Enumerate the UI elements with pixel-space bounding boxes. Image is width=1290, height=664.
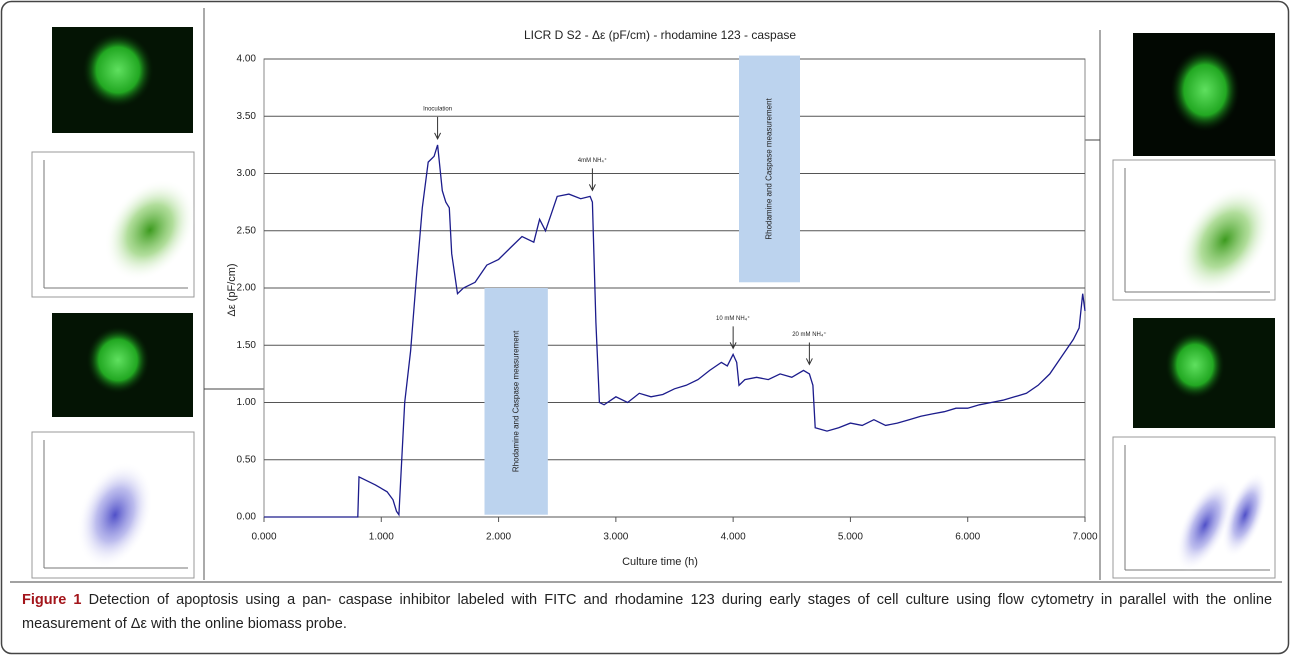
measurement-label: Rhodamine and Caspase measurement [765, 97, 774, 239]
y-tick-label: 1.50 [237, 340, 257, 351]
annotation-arrow [588, 168, 596, 192]
annotation: 4mM NH₄⁺ [578, 157, 607, 164]
caption: Figure 1 Detection of apoptosis using a … [22, 588, 1272, 636]
x-tick-label: 0.000 [251, 532, 276, 543]
annotation: Inoculation [423, 106, 452, 112]
annotation: 20 mM NH₄⁺ [792, 331, 826, 338]
y-tick-label: 3.50 [237, 111, 257, 122]
y-tick-label: 2.50 [237, 225, 257, 236]
x-tick-label: 3.000 [603, 532, 628, 543]
annotation-arrow [434, 116, 442, 140]
scatter-plot [1112, 159, 1276, 301]
y-tick-label: 4.00 [237, 54, 257, 65]
caption-text: Detection of apoptosis using a pan- casp… [22, 592, 1273, 632]
data-line [264, 144, 1086, 518]
y-axis-label: Δε (pF/cm) [226, 263, 238, 316]
x-axis-label: Culture time (h) [622, 556, 698, 568]
chart-title: LICR D S2 - Δε (pF/cm) - rhodamine 123 -… [524, 28, 796, 42]
micrograph [52, 27, 193, 133]
micrograph [1133, 318, 1275, 428]
y-tick-label: 1.00 [237, 397, 257, 408]
scatter-plot [31, 151, 196, 298]
y-tick-label: 0.00 [237, 512, 257, 523]
x-tick-label: 6.000 [955, 532, 980, 543]
x-tick-label: 5.000 [838, 532, 863, 543]
annotation: 10 mM NH₄⁺ [716, 315, 750, 322]
y-tick-label: 2.00 [237, 283, 257, 294]
x-tick-label: 4.000 [721, 532, 746, 543]
micrograph [1133, 33, 1275, 156]
scatter-plot [31, 431, 195, 579]
annotation-arrow [805, 342, 813, 366]
annotation-arrow [729, 326, 737, 350]
x-tick-label: 1.000 [369, 532, 394, 543]
measurement-window [739, 55, 800, 283]
y-tick-label: 0.50 [237, 454, 257, 465]
x-tick-label: 2.000 [486, 532, 511, 543]
measurement-label: Rhodamine and Caspase measurement [511, 330, 520, 472]
y-tick-label: 3.00 [237, 168, 257, 179]
x-tick-label: 7.000 [1072, 532, 1097, 543]
scatter-plot [1112, 436, 1276, 579]
micrograph [52, 313, 193, 417]
caption-label: Figure 1 [22, 592, 82, 608]
measurement-window [484, 288, 548, 515]
